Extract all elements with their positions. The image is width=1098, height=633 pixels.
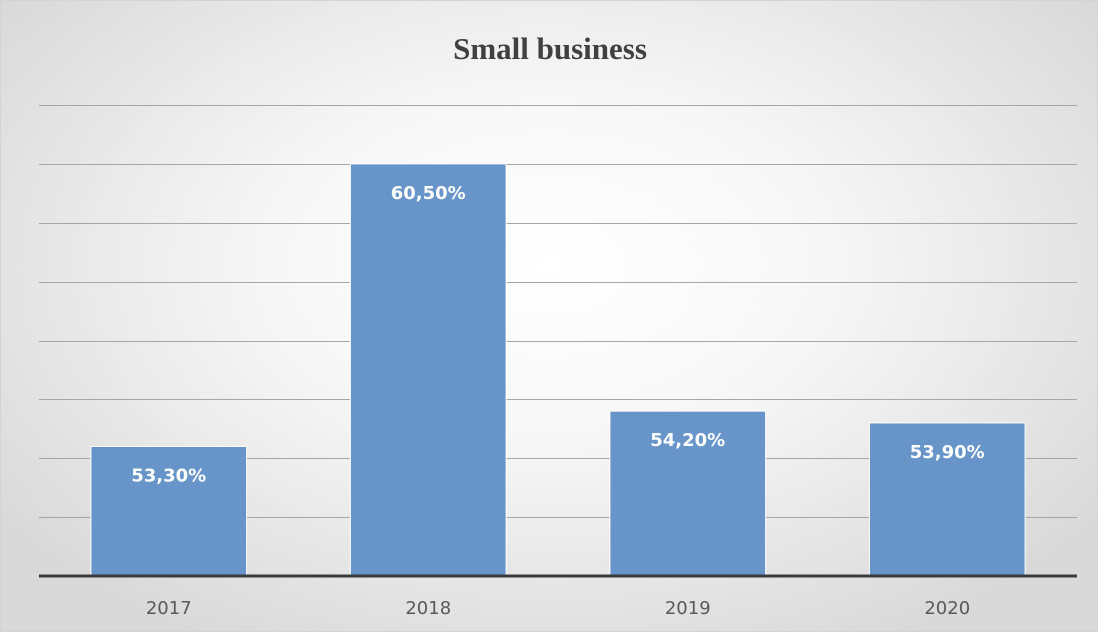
bar-2018 <box>349 163 507 577</box>
x-tick-label: 2019 <box>665 598 711 619</box>
bar-2019 <box>609 410 767 577</box>
bar-2017 <box>90 445 248 577</box>
data-label: 60,50% <box>391 183 466 204</box>
data-label: 54,20% <box>650 430 725 451</box>
data-label: 53,30% <box>131 465 206 486</box>
data-label: 53,90% <box>910 442 985 463</box>
x-tick-label: 2018 <box>405 598 451 619</box>
chart-title: Small business <box>453 31 647 66</box>
bar-2020 <box>868 422 1026 577</box>
x-tick-label: 2020 <box>924 598 970 619</box>
x-tick-label: 2017 <box>146 598 192 619</box>
